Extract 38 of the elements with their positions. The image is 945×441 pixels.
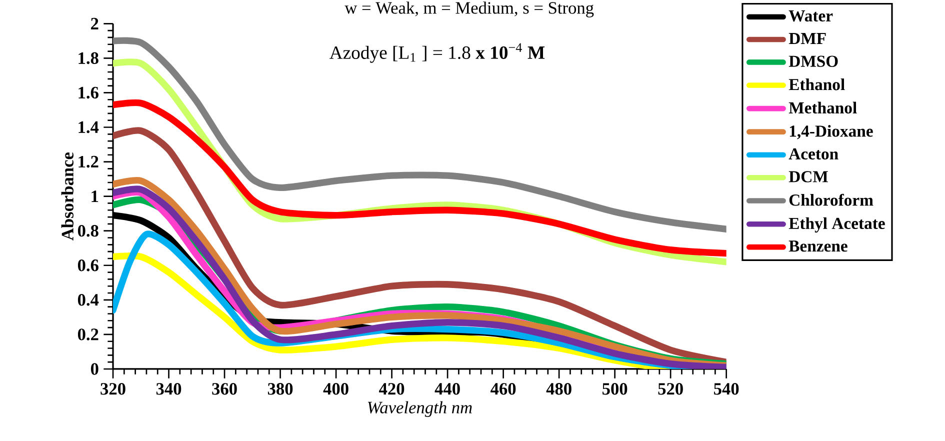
x-axis-title: Wavelength nm — [368, 401, 472, 417]
annotation: Azodye [L$_{1}$ ] = 1.8 x 10$^{−4}$ M — [330, 43, 545, 63]
y-tick-label: 1.2 — [78, 156, 98, 168]
legend-label: DMF — [788, 33, 826, 44]
x-tick-label: 420 — [379, 383, 404, 395]
y-tick-label: 1 — [92, 190, 98, 202]
legend-label: Benzene — [788, 240, 848, 252]
legend-label: Ethanol — [788, 78, 845, 90]
legend-label: DMSO — [788, 56, 838, 67]
x-tick-label: 480 — [546, 383, 572, 395]
x-tick-label: 460 — [490, 383, 516, 395]
y-tick-label: 1.6 — [78, 86, 98, 99]
x-tick-label: 440 — [434, 383, 460, 395]
x-tick-label: 400 — [323, 383, 348, 395]
legend-label: 1,4-Dioxane — [790, 125, 873, 140]
y-tick-label: 1.4 — [78, 121, 99, 134]
y-tick-label: 0 — [90, 363, 98, 375]
x-tick-label: 500 — [602, 383, 628, 395]
legend-label: Ethyl Acetate — [788, 217, 885, 232]
x-tick-label: 520 — [658, 383, 683, 395]
x-tick-label: 320 — [100, 383, 126, 395]
y-tick-label: 2 — [91, 18, 98, 30]
legend-label: Aceton — [788, 148, 838, 160]
y-tick-label: 1.8 — [78, 52, 98, 64]
x-tick-label: 360 — [212, 383, 237, 395]
x-tick-label: 340 — [156, 383, 182, 395]
y-tick-label: 0.6 — [78, 260, 98, 272]
text: w = Weak, m = Medium, s = Strong — [344, 2, 594, 18]
y-tick-label: 0.2 — [78, 328, 98, 340]
x-tick-label: 540 — [714, 383, 739, 395]
legend-label: Methanol — [788, 102, 857, 114]
y-axis-title: Absorbance — [61, 152, 74, 240]
x-tick-label: 380 — [268, 383, 293, 395]
legend-label: Chloroform — [789, 194, 874, 206]
legend-label: DCM — [788, 171, 828, 182]
legend-label: Water — [788, 10, 833, 22]
y-tick-label: 0.8 — [78, 224, 98, 237]
y-tick-label: 0.4 — [78, 294, 99, 306]
